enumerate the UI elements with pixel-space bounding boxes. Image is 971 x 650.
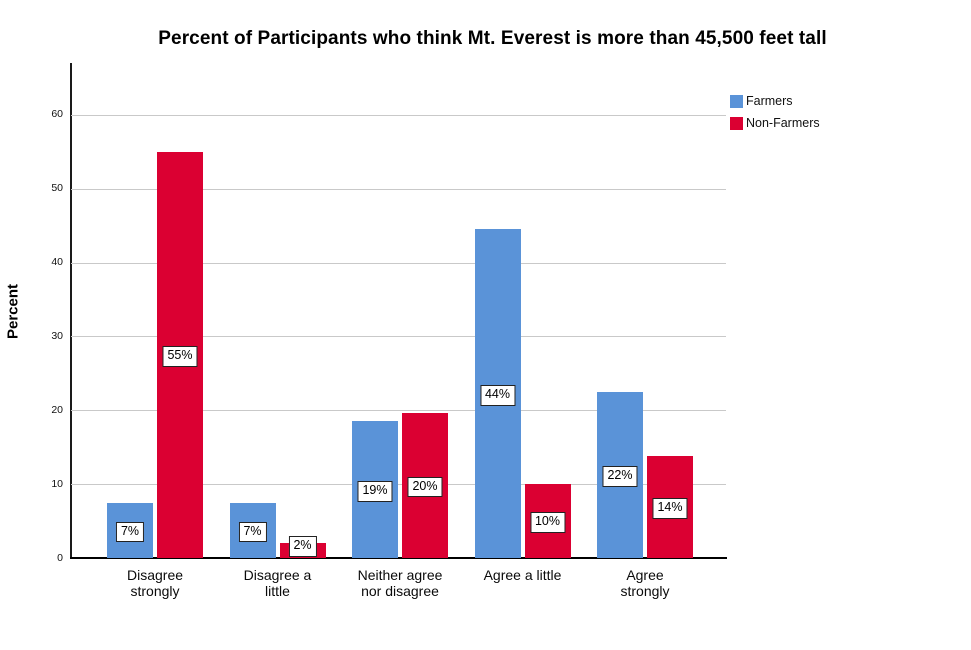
- gridline: [71, 188, 726, 190]
- y-axis-title: Percent: [4, 283, 22, 340]
- bar-value-label: 2%: [288, 536, 317, 557]
- legend-item-farmers: Farmers: [730, 90, 820, 112]
- bar-value-label: 7%: [238, 521, 267, 543]
- gridline: [71, 336, 726, 338]
- bar-value-label: 20%: [407, 476, 443, 498]
- plot-area: 7% 7% 19% 44% 22% 55% 2% 20% 10% 14%: [71, 63, 726, 558]
- bar-value-label: 7%: [115, 521, 145, 543]
- legend: Farmers Non-Farmers: [730, 90, 820, 134]
- y-axis-line: [70, 63, 72, 558]
- y-tick-label: 20: [51, 403, 63, 416]
- gridline: [71, 262, 726, 264]
- gridline: [71, 484, 726, 486]
- gridline: [71, 410, 726, 412]
- x-axis-line: [70, 557, 727, 559]
- bar-value-label: 44%: [479, 384, 516, 406]
- bar-value-label: 10%: [529, 512, 566, 534]
- y-tick-label: 10: [51, 477, 63, 490]
- chart-title: Percent of Participants who think Mt. Ev…: [158, 28, 827, 49]
- bar-value-label: 22%: [602, 466, 638, 487]
- y-tick-label: 30: [51, 329, 63, 342]
- bar-value-label: 19%: [357, 481, 393, 502]
- y-tick-label: 50: [51, 182, 63, 195]
- legend-label-non-farmers: Non-Farmers: [746, 116, 820, 130]
- y-tick-label: 40: [51, 256, 63, 268]
- y-tick-label: 60: [51, 108, 63, 121]
- legend-swatch-farmers: [730, 94, 743, 108]
- x-category-label: Agree strongly: [620, 567, 670, 599]
- legend-swatch-non-farmers: [730, 116, 743, 130]
- x-category-label: Disagree a little: [243, 567, 312, 599]
- gridline: [71, 114, 726, 116]
- legend-label-farmers: Farmers: [746, 94, 793, 108]
- x-category-label: Agree a little: [483, 567, 562, 583]
- x-category-label: Disagree strongly: [126, 567, 184, 599]
- bar-value-label: 14%: [652, 498, 688, 519]
- x-category-label: Neither agree nor disagree: [357, 567, 443, 599]
- bar-value-label: 55%: [162, 346, 198, 367]
- y-tick-label: 0: [57, 551, 63, 564]
- legend-item-non-farmers: Non-Farmers: [730, 112, 820, 134]
